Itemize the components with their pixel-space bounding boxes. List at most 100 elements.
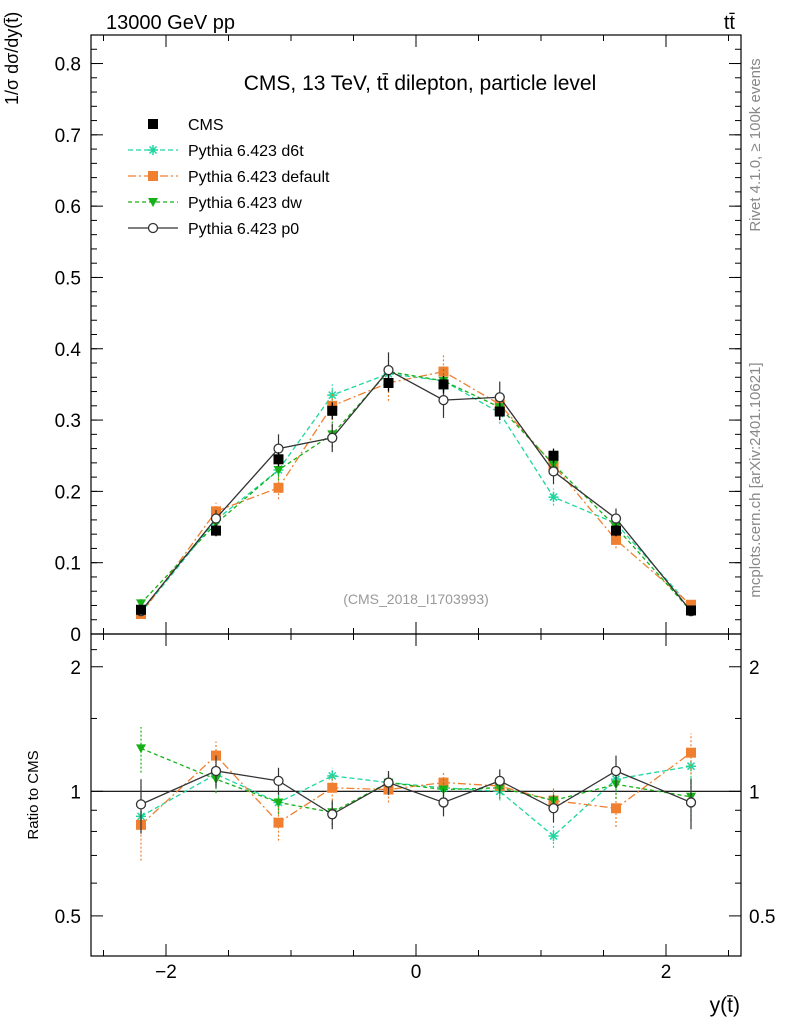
- ratio-point: [383, 777, 394, 788]
- legend-marker: [147, 222, 159, 234]
- analysis-id: (CMS_2018_I1703993): [343, 591, 489, 607]
- main-y-tick-label: 0.6: [55, 197, 81, 218]
- main-series-layer: [135, 352, 697, 620]
- ratio-point: [610, 765, 622, 777]
- legend-label: Pythia 6.423 d6t: [188, 143, 304, 160]
- legend-marker: [148, 171, 158, 181]
- series-point: [438, 366, 449, 377]
- ratio-point: [135, 799, 147, 810]
- data-point: [383, 377, 394, 388]
- main-y-tick-label: 0: [70, 625, 81, 646]
- ratio-series-line: [140, 752, 692, 826]
- x-tick-label: 2: [661, 962, 672, 983]
- legend-marker: [148, 198, 158, 207]
- data-point: [686, 605, 696, 616]
- series-4: [135, 352, 697, 617]
- ratio-point: [686, 747, 696, 758]
- ratio-series-line: [140, 770, 692, 816]
- series-point: [548, 492, 559, 503]
- main-y-axis-label-text: 1/σ dσ/dy(t̄): [2, 12, 22, 105]
- ratio-point: [327, 809, 338, 820]
- main-y-axis-label: 1/σ dσ/dy(t̄): [2, 12, 22, 105]
- series-point: [273, 465, 284, 475]
- data-point: [273, 454, 284, 465]
- ratio-y-tick-label: 2: [70, 658, 81, 679]
- header-process: 13000 GeV pp: [106, 12, 235, 34]
- ratio-y-tick-label-right: 1: [749, 782, 760, 803]
- data-point: [136, 604, 146, 615]
- series-line: [140, 369, 692, 612]
- ratio-point: [273, 775, 284, 787]
- main-y-tick-label: 0.4: [55, 340, 82, 361]
- data-point: [327, 405, 338, 416]
- ratio-point: [273, 817, 284, 828]
- main-y-tick-label: 0.5: [55, 268, 81, 289]
- ratio-axis-ticks: −2 0 2 0.5 0.5 1 1 2 2: [55, 634, 775, 983]
- series-point: [686, 599, 696, 610]
- ratio-point: [548, 803, 559, 814]
- legend-label: Pythia 6.423 default: [188, 169, 330, 186]
- ratio-point: [685, 797, 697, 808]
- series-point: [136, 599, 146, 609]
- x-axis-label: y(t̄): [710, 994, 740, 1017]
- data-series: [136, 374, 696, 616]
- ratio-series-3: [135, 755, 697, 834]
- series-point: [327, 432, 338, 444]
- legend-label: CMS: [188, 117, 224, 134]
- ratio-point: [136, 744, 146, 754]
- x-tick-label: 0: [411, 962, 422, 983]
- ratio-point: [327, 782, 338, 793]
- rivet-version-label: Rivet 4.1.0, ≥ 100k events: [747, 58, 764, 231]
- plot-title: CMS, 13 TeV, tt̄ dilepton, particle leve…: [244, 72, 597, 95]
- series-2: [136, 353, 696, 620]
- legend: CMS Pythia 6.423 d6t Pythia 6.423 default P…: [128, 117, 330, 238]
- data-point: [438, 379, 449, 390]
- ratio-series-line: [140, 765, 692, 837]
- ratio-plot-frame: [90, 633, 742, 957]
- ratio-point: [210, 765, 222, 777]
- series-point: [611, 534, 621, 545]
- main-y-tick-label: 0.8: [55, 55, 81, 76]
- main-y-tick-label: 0.3: [55, 411, 81, 432]
- series-point: [383, 365, 394, 376]
- data-point: [548, 450, 559, 461]
- series-point: [494, 392, 505, 403]
- ratio-point: [494, 775, 505, 787]
- legend-label: Pythia 6.423 p0: [188, 221, 299, 238]
- data-point: [494, 406, 505, 417]
- legend-entry: Pythia 6.423 d6t: [128, 143, 304, 160]
- series-3: [136, 357, 696, 617]
- header-final-state: tt̄: [724, 12, 736, 34]
- series-point: [610, 513, 622, 524]
- series-line: [140, 370, 692, 615]
- legend-marker: [148, 119, 158, 129]
- series-point: [548, 466, 559, 477]
- main-y-tick-label: 0.2: [55, 482, 81, 503]
- ratio-point: [273, 798, 284, 808]
- series-point: [438, 394, 449, 406]
- main-axis-ticks: 0 0.1 0.2 0.3 0.4 0.5 0.6 0.7 0.8: [55, 34, 741, 646]
- ratio-y-tick-label: 0.5: [55, 907, 81, 928]
- series-point: [273, 443, 284, 454]
- main-y-tick-label: 0.1: [55, 554, 81, 575]
- ratio-y-tick-label-right: 0.5: [749, 907, 775, 928]
- ratio-y-tick-label: 1: [70, 782, 81, 803]
- ratio-point: [438, 797, 449, 808]
- legend-entry: Pythia 6.423 p0: [128, 221, 299, 238]
- mcplots-source-label: mcplots.cern.ch [arXiv:2401.10621]: [747, 362, 764, 597]
- ratio-y-axis-label: Ratio to CMS: [25, 750, 42, 839]
- legend-marker: [148, 145, 158, 155]
- ratio-y-tick-label-right: 2: [749, 658, 760, 679]
- ratio-series-1: [136, 733, 696, 861]
- legend-entry: CMS: [148, 117, 224, 134]
- series-line: [140, 370, 692, 612]
- ratio-series-0: [136, 751, 696, 848]
- ratio-series-layer: [135, 727, 697, 861]
- data-point: [611, 525, 621, 536]
- ratio-point: [611, 803, 621, 814]
- legend-entry: Pythia 6.423 default: [128, 169, 330, 186]
- ratio-point: [686, 761, 696, 772]
- ratio-series-line: [140, 747, 692, 813]
- series-line: [140, 373, 692, 614]
